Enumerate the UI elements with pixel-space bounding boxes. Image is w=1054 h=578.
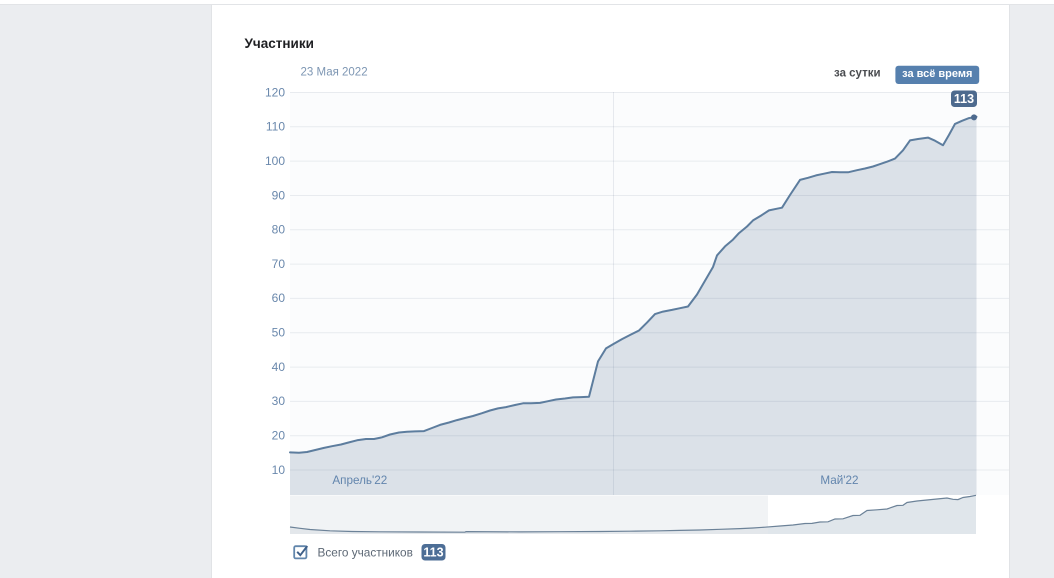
svg-text:90: 90 — [272, 188, 286, 202]
svg-text:110: 110 — [266, 120, 285, 134]
svg-text:30: 30 — [272, 394, 286, 408]
svg-text:80: 80 — [272, 223, 286, 237]
svg-text:70: 70 — [272, 257, 286, 271]
svg-text:Всего участников: Всего участников — [318, 546, 413, 560]
svg-text:10: 10 — [272, 463, 286, 477]
svg-text:100: 100 — [265, 154, 285, 168]
svg-text:Апрель'22: Апрель'22 — [332, 474, 387, 487]
svg-text:20: 20 — [272, 429, 286, 443]
svg-text:50: 50 — [272, 326, 286, 340]
svg-text:Май'22: Май'22 — [820, 474, 858, 487]
svg-text:113: 113 — [423, 546, 443, 560]
svg-text:за всё время: за всё время — [902, 68, 972, 80]
svg-text:113: 113 — [954, 92, 974, 106]
svg-text:Участники: Участники — [245, 36, 314, 51]
svg-text:40: 40 — [272, 360, 286, 374]
svg-text:за сутки: за сутки — [834, 68, 881, 80]
svg-text:23 Мая 2022: 23 Мая 2022 — [301, 66, 368, 78]
svg-text:120: 120 — [265, 85, 285, 99]
svg-text:60: 60 — [272, 291, 286, 305]
